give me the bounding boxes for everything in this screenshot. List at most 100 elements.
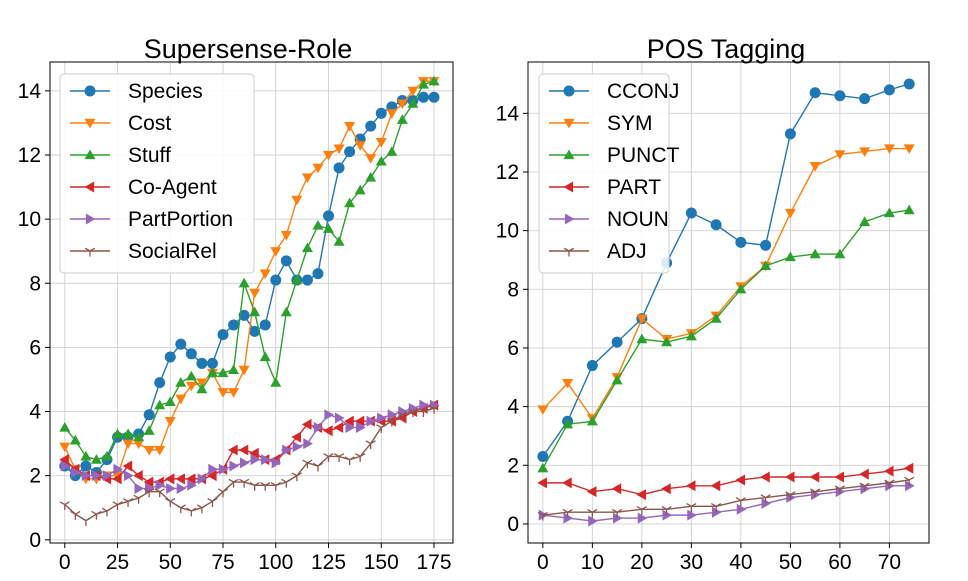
point-partportion	[123, 470, 134, 482]
x-tick-label: 40	[729, 551, 752, 574]
point-stuff	[259, 351, 271, 362]
point-adj	[612, 508, 623, 518]
legend-marker-socialrel	[84, 247, 96, 257]
point-socialrel	[70, 510, 81, 520]
point-species	[249, 325, 261, 337]
chart-title: POS Tagging	[647, 34, 806, 64]
point-co-agent	[344, 415, 354, 427]
point-punct	[636, 333, 648, 344]
point-co-agent	[185, 473, 196, 485]
point-noun	[711, 506, 722, 518]
point-species	[344, 146, 356, 158]
y-tick-label: 12	[496, 161, 519, 184]
point-cconj	[760, 239, 772, 251]
point-partportion	[356, 422, 366, 434]
point-partportion	[71, 466, 81, 478]
point-cost	[133, 439, 145, 450]
x-tick-label: 0	[537, 551, 549, 574]
point-stuff	[301, 242, 313, 253]
point-adj	[785, 491, 796, 501]
legend-marker-stuff	[84, 149, 96, 160]
point-part	[760, 471, 770, 483]
point-species	[428, 91, 440, 103]
legend-label-sym: SYM	[607, 112, 653, 135]
point-partportion	[155, 479, 166, 491]
legend-marker-noun	[564, 213, 575, 225]
point-stuff	[228, 364, 240, 374]
legend-label-co-agent: Co-Agent	[128, 176, 217, 199]
point-socialrel	[217, 488, 229, 498]
point-punct	[883, 207, 895, 218]
point-sym	[834, 150, 846, 160]
point-socialrel	[249, 481, 260, 491]
point-species	[143, 409, 155, 421]
point-stuff	[323, 223, 335, 233]
legend-label-cconj: CCONJ	[607, 80, 679, 103]
x-tick-label: 150	[364, 551, 399, 574]
point-adj	[537, 511, 548, 521]
point-socialrel	[91, 510, 102, 520]
point-stuff	[417, 78, 429, 89]
point-noun	[588, 515, 598, 527]
point-co-agent	[333, 422, 344, 434]
point-co-agent	[396, 412, 407, 424]
y-tick-label: 4	[507, 396, 519, 419]
point-part	[611, 483, 622, 495]
point-noun	[905, 480, 915, 492]
point-species	[301, 274, 313, 286]
point-socialrel	[365, 440, 376, 450]
point-cconj	[537, 450, 549, 462]
point-partportion	[218, 463, 229, 475]
point-adj	[735, 497, 746, 506]
chart-pos-tagging: 0 10 20 30 40 50 60 70 0 2 4 6 8 10 12 14 POS Tagging CCO…	[496, 34, 930, 574]
point-partportion	[282, 444, 292, 456]
series-line-sym	[542, 147, 910, 420]
y-tick-label: 2	[507, 454, 519, 477]
point-partportion	[419, 399, 429, 411]
point-cost	[365, 154, 377, 164]
point-punct	[537, 462, 549, 473]
point-adj	[587, 508, 598, 518]
legend-box	[59, 73, 255, 274]
point-adj	[810, 488, 821, 498]
legend-marker-species	[84, 85, 96, 97]
point-stuff	[164, 396, 176, 407]
point-socialrel	[112, 501, 123, 511]
point-cconj	[710, 219, 722, 231]
point-cconj	[784, 128, 796, 140]
point-cost	[333, 144, 345, 155]
point-socialrel	[302, 459, 313, 469]
point-cconj	[611, 336, 623, 348]
point-stuff	[133, 431, 145, 442]
point-species	[259, 319, 271, 331]
point-co-agent	[323, 425, 333, 437]
point-socialrel	[144, 488, 155, 498]
point-cost	[59, 442, 71, 453]
point-partportion	[387, 409, 398, 421]
point-part	[903, 462, 914, 474]
point-stuff	[291, 274, 303, 285]
point-partportion	[134, 482, 145, 494]
point-partportion	[366, 415, 377, 427]
point-socialrel	[386, 417, 397, 427]
point-socialrel	[239, 478, 250, 488]
point-co-agent	[228, 444, 238, 456]
chart-supersense-role: 0 25 50 75 100 125 150 175 0 2 4 6 8 10 12 14 Supersense…	[18, 34, 454, 574]
point-noun	[563, 512, 574, 524]
point-noun	[761, 497, 772, 509]
point-cost	[122, 439, 134, 450]
point-stuff	[206, 367, 218, 378]
point-stuff	[112, 428, 124, 439]
x-tick-label: 30	[680, 551, 703, 574]
point-stuff	[428, 75, 440, 86]
point-stuff	[249, 306, 261, 317]
point-cost	[249, 288, 261, 299]
series-line-cconj	[542, 83, 910, 457]
point-socialrel	[344, 456, 355, 466]
point-stuff	[143, 425, 155, 435]
point-partportion	[313, 422, 324, 434]
point-cost	[143, 445, 155, 456]
point-noun	[662, 509, 673, 521]
point-socialrel	[397, 411, 408, 421]
point-species	[164, 351, 176, 363]
